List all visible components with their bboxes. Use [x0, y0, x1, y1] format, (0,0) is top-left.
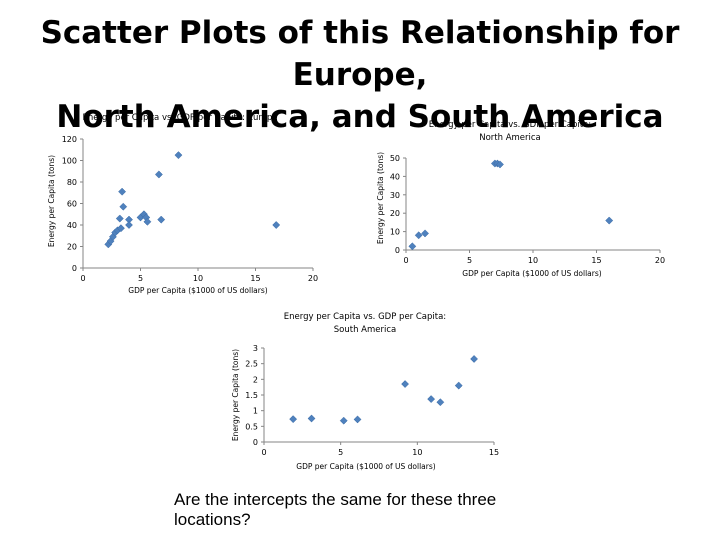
question-line-1: Are the intercepts the same for these th…: [174, 490, 497, 509]
chart-title-line-1: Energy per Capita vs. GDP per Capita:: [284, 312, 446, 322]
data-point: [143, 217, 152, 226]
y-tick-label: 0: [253, 438, 258, 447]
data-point: [272, 221, 281, 229]
data-point: [353, 415, 362, 424]
y-axis-label: Energy per Capita (tons): [231, 349, 240, 441]
x-tick-label: 15: [250, 274, 260, 283]
slide-title: Scatter Plots of this Relationship for E…: [0, 12, 720, 138]
x-tick-label: 10: [193, 274, 203, 283]
y-tick-label: 0: [395, 246, 400, 255]
y-tick-label: 0: [72, 264, 77, 273]
question-line-2: locations?: [174, 510, 251, 529]
y-tick-label: 80: [67, 178, 77, 187]
y-tick-label: 50: [390, 154, 400, 163]
title-line-2: North America, and South America: [56, 99, 664, 135]
y-axis-label: Energy per Capita (tons): [47, 155, 56, 247]
data-point: [496, 160, 504, 169]
europe-scatter-chart: Energy per Capita vs. GDP per Capita: Eu…: [47, 113, 318, 295]
y-tick-label: 100: [62, 157, 77, 166]
data-point: [454, 381, 463, 390]
data-point: [427, 395, 436, 404]
y-tick-label: 1.5: [245, 391, 258, 400]
north-america-scatter-chart: Energy per Capita vs. GDP per Capita: No…: [376, 120, 665, 278]
data-point: [289, 415, 298, 424]
data-point: [408, 242, 417, 251]
x-axis-label: GDP per Capita ($1000 of US dollars): [128, 286, 267, 295]
data-point: [125, 221, 133, 229]
y-tick-label: 60: [67, 200, 77, 209]
y-tick-label: 120: [62, 135, 77, 144]
data-point: [339, 416, 348, 425]
data-point: [154, 170, 163, 179]
y-tick-label: 40: [390, 172, 400, 181]
y-tick-label: 2: [253, 375, 258, 384]
x-tick-label: 0: [403, 256, 408, 265]
x-tick-label: 20: [308, 274, 318, 283]
y-tick-label: 1: [253, 407, 258, 416]
chart-title-line-1: Energy per Capita vs. GDP per Capita:: [429, 120, 591, 130]
data-point: [116, 224, 125, 233]
data-point: [174, 151, 183, 160]
chart-title: Energy per Capita vs. GDP per Capita: Eu…: [83, 113, 278, 123]
x-tick-label: 0: [80, 274, 85, 283]
data-point: [605, 216, 614, 225]
y-tick-label: 30: [390, 191, 400, 200]
x-tick-label: 20: [655, 256, 665, 265]
data-point: [414, 231, 423, 240]
x-tick-label: 5: [467, 256, 472, 265]
data-point: [118, 187, 127, 196]
data-point: [401, 380, 410, 388]
data-point: [436, 398, 445, 407]
y-tick-label: 10: [390, 228, 400, 237]
x-axis-label: GDP per Capita ($1000 of US dollars): [462, 269, 601, 278]
chart-title-line-2: South America: [334, 325, 396, 335]
south-america-scatter-chart: Energy per Capita vs. GDP per Capita: So…: [231, 312, 499, 471]
y-tick-label: 0.5: [245, 422, 258, 431]
x-tick-label: 5: [138, 274, 143, 283]
data-point: [157, 215, 166, 224]
x-tick-label: 10: [412, 448, 422, 457]
data-point: [421, 229, 430, 238]
y-tick-label: 20: [67, 243, 77, 252]
x-tick-label: 15: [591, 256, 601, 265]
data-point: [115, 214, 124, 223]
question-text: Are the intercepts the same for these th…: [174, 490, 554, 530]
title-line-1: Scatter Plots of this Relationship for E…: [40, 15, 680, 93]
x-tick-label: 5: [338, 448, 343, 457]
y-tick-label: 2.5: [245, 360, 258, 369]
data-point: [119, 202, 128, 211]
x-axis-label: GDP per Capita ($1000 of US dollars): [296, 462, 435, 471]
x-tick-label: 15: [489, 448, 499, 457]
data-point: [470, 355, 479, 363]
y-tick-label: 3: [253, 344, 258, 353]
y-axis-label: Energy per Capita (tons): [376, 152, 385, 244]
x-tick-label: 0: [261, 448, 266, 457]
data-point: [307, 414, 316, 423]
x-tick-label: 10: [528, 256, 538, 265]
chart-title-line-2: North America: [479, 133, 541, 143]
y-tick-label: 20: [390, 209, 400, 218]
y-tick-label: 40: [67, 221, 77, 230]
